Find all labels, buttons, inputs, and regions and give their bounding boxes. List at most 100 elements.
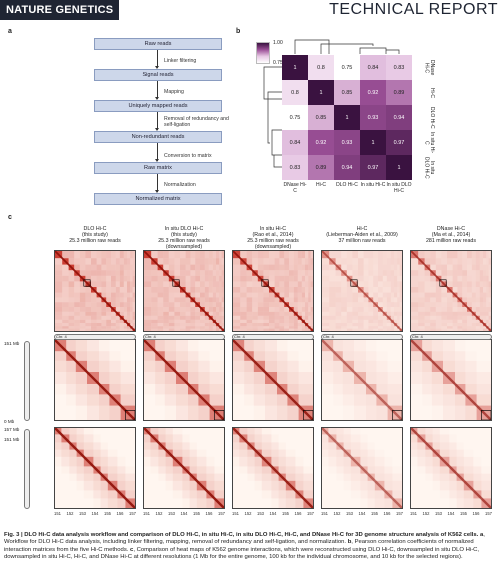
- column-title-line: (Rao et al., 2014): [252, 232, 294, 238]
- chromosome-label: Chr. 4: [412, 334, 423, 339]
- column-title-line: 281 million raw reads: [425, 238, 477, 244]
- tick-label: 151: [410, 511, 417, 516]
- tick-label: 153: [168, 511, 175, 516]
- dendrogram-branches: [294, 39, 400, 54]
- axis-ticks: 151 152 153 154 155 156 157: [232, 511, 314, 516]
- flow-step: Normalization: [164, 182, 196, 188]
- column-title-line: (this study): [171, 232, 197, 238]
- flow-arrow: [155, 143, 159, 162]
- tick-label: 152: [422, 511, 430, 516]
- matrix-row-label: Hi-C: [429, 88, 435, 98]
- matrix-cell: 1: [282, 55, 308, 80]
- tick-label: 156: [205, 511, 213, 516]
- tick-label: 153: [435, 511, 442, 516]
- heatmap-column-title: Hi-C (Lieberman-Aiden et al., 2009) 37 mil…: [318, 226, 406, 244]
- matrix-cell: 0.93: [334, 130, 360, 155]
- tick-label: 152: [66, 511, 74, 516]
- matrix-cell: 0.84: [360, 55, 386, 80]
- dendrogram-left: [263, 66, 282, 168]
- matrix-col-label: DNase Hi-C: [283, 182, 307, 194]
- column-title-line: 25.3 million raw reads: [158, 238, 210, 244]
- matrix-col-label: Hi-C: [316, 182, 326, 188]
- tick-label: 153: [346, 511, 353, 516]
- flow-arrow: [155, 50, 159, 69]
- region-label: 0 Mb: [4, 419, 15, 424]
- heatmap-region: [143, 427, 225, 509]
- column-title-line: DLO Hi-C: [83, 226, 107, 232]
- matrix-row-label: DNase Hi-C: [423, 60, 436, 76]
- heatmap-region: [54, 427, 136, 509]
- tick-label: 156: [116, 511, 124, 516]
- caption-c-marker: c: [130, 546, 134, 553]
- heatmap-chrom: [143, 339, 225, 421]
- column-title-line: 25.3 million raw reads: [247, 238, 299, 244]
- axis-ticks: 151 152 153 154 155 156 157: [54, 511, 136, 516]
- matrix-row-label: DLO Hi-C: [429, 107, 435, 129]
- chromosome-ideogram: [232, 334, 314, 340]
- correlation-matrix: 1 0.8 0.75 0.84 0.83 0.8 1 0.85 0.92 0.89 0.75 0.85…: [282, 55, 412, 180]
- chromosome-label: Chr. 4: [145, 334, 156, 339]
- caption-c-text: , Comparison of heat maps of K562 genome…: [4, 546, 480, 560]
- flow-step: Linker filtering: [164, 58, 197, 64]
- matrix-cell: 0.97: [360, 155, 386, 180]
- flow-box: Raw matrix: [94, 162, 222, 174]
- column-title-line: (Ma et al., 2014): [431, 232, 471, 238]
- matrix-cell: 0.97: [386, 130, 412, 155]
- flow-arrow: [155, 174, 159, 193]
- flow-box: Normalized matrix: [94, 193, 222, 205]
- matrix-cell: 0.83: [282, 155, 308, 180]
- chromosome-label: Chr. 4: [234, 334, 245, 339]
- column-title-line: (downsampled): [254, 244, 292, 250]
- tick-label: 151: [232, 511, 239, 516]
- tick-label: 153: [79, 511, 86, 516]
- tick-label: 157: [307, 511, 314, 516]
- tick-label: 154: [180, 511, 188, 516]
- panel-b-label: b: [236, 28, 241, 35]
- flow-arrow: [155, 112, 159, 131]
- matrix-cell: 0.83: [386, 55, 412, 80]
- tick-label: 157: [218, 511, 225, 516]
- flow-step: Conversion to matrix: [164, 153, 212, 159]
- chromosome-ideogram: [54, 334, 136, 340]
- tick-label: 155: [104, 511, 111, 516]
- tick-label: 154: [358, 511, 366, 516]
- column-title-line: (downsampled): [165, 244, 203, 250]
- matrix-cell: 0.89: [308, 155, 334, 180]
- matrix-cell: 0.89: [386, 80, 412, 105]
- column-title-line: (Lieberman-Aiden et al., 2009): [326, 232, 398, 238]
- heatmap-genome: [54, 250, 136, 332]
- tick-label: 151: [54, 511, 61, 516]
- matrix-cell: 0.84: [282, 130, 308, 155]
- matrix-cell: 0.92: [360, 80, 386, 105]
- matrix-cell: 0.92: [308, 130, 334, 155]
- tick-label: 154: [91, 511, 99, 516]
- matrix-row-label: In situ DLO Hi-C: [423, 157, 436, 179]
- panel-c-label: c: [8, 214, 12, 221]
- chromosome-label: Chr. 4: [56, 334, 67, 339]
- page-header: NATURE GENETICS TECHNICAL REPORT: [0, 0, 500, 20]
- tick-label: 154: [269, 511, 277, 516]
- heatmap-column-title: In situ DLO Hi-C (this study) 25.3 million…: [140, 226, 228, 250]
- matrix-cell: 0.85: [334, 80, 360, 105]
- flow-step: Mapping: [164, 89, 184, 95]
- tick-label: 157: [129, 511, 136, 516]
- heatmap-region: [232, 427, 314, 509]
- flow-step: Removal of redundancy and self-ligation: [164, 116, 229, 129]
- heatmap-column-title: DLO Hi-C (this study) 25.3 million raw rea…: [51, 226, 139, 244]
- matrix-col-label: In situ DLO Hi-C: [386, 182, 412, 194]
- caption-b-text: , Pearson correlation coefficients of no…: [4, 539, 474, 553]
- heatmap-region: [410, 427, 492, 509]
- tick-label: 157: [396, 511, 403, 516]
- matrix-cell: 1: [386, 155, 412, 180]
- colorbar-max-label: 1.00: [273, 40, 283, 46]
- tick-label: 153: [257, 511, 264, 516]
- tick-label: 152: [244, 511, 252, 516]
- figure-caption: Fig. 3 | DLO Hi-C data analysis workflow…: [4, 532, 496, 561]
- heatmap-genome: [410, 250, 492, 332]
- chromosome-ideogram: [321, 334, 403, 340]
- matrix-col-label: DLO Hi-C: [336, 182, 358, 188]
- tick-label: 156: [472, 511, 480, 516]
- tick-label: 157: [485, 511, 492, 516]
- axis-ticks: 151 152 153 154 155 156 157: [410, 511, 492, 516]
- journal-name: NATURE GENETICS: [0, 0, 120, 20]
